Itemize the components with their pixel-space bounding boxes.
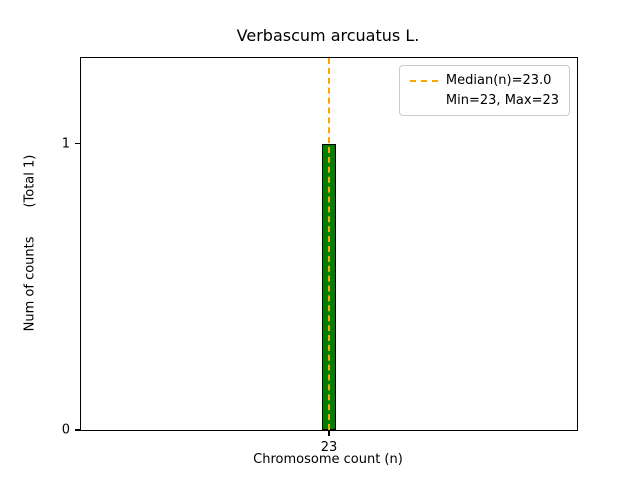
plot-area: 0 1 23 Median(n)=23.0 Min=23, Max=23 <box>62 57 578 455</box>
median-dashed-line-icon <box>409 79 438 82</box>
y-tick-label: 0 <box>61 422 70 438</box>
legend: Median(n)=23.0 Min=23, Max=23 <box>398 65 570 116</box>
legend-entry-median: Median(n)=23.0 <box>409 73 559 88</box>
y-tick-mark <box>75 143 80 145</box>
legend-entry-minmax: Min=23, Max=23 <box>410 93 559 108</box>
x-tick-mark <box>328 431 330 436</box>
y-tick-mark <box>75 429 80 431</box>
chart-title: Verbascum arcuatus L. <box>236 26 420 45</box>
legend-label-minmax: Min=23, Max=23 <box>445 93 559 108</box>
y-axis-label: Num of counts (Total 1) <box>22 154 38 332</box>
legend-label-median: Median(n)=23.0 <box>445 73 552 88</box>
median-line <box>328 58 330 430</box>
x-tick-label: 23 <box>320 440 338 455</box>
legend-spacer <box>410 100 438 102</box>
x-axis-label: Chromosome count (n) <box>253 452 403 467</box>
y-tick-label: 1 <box>61 136 70 152</box>
